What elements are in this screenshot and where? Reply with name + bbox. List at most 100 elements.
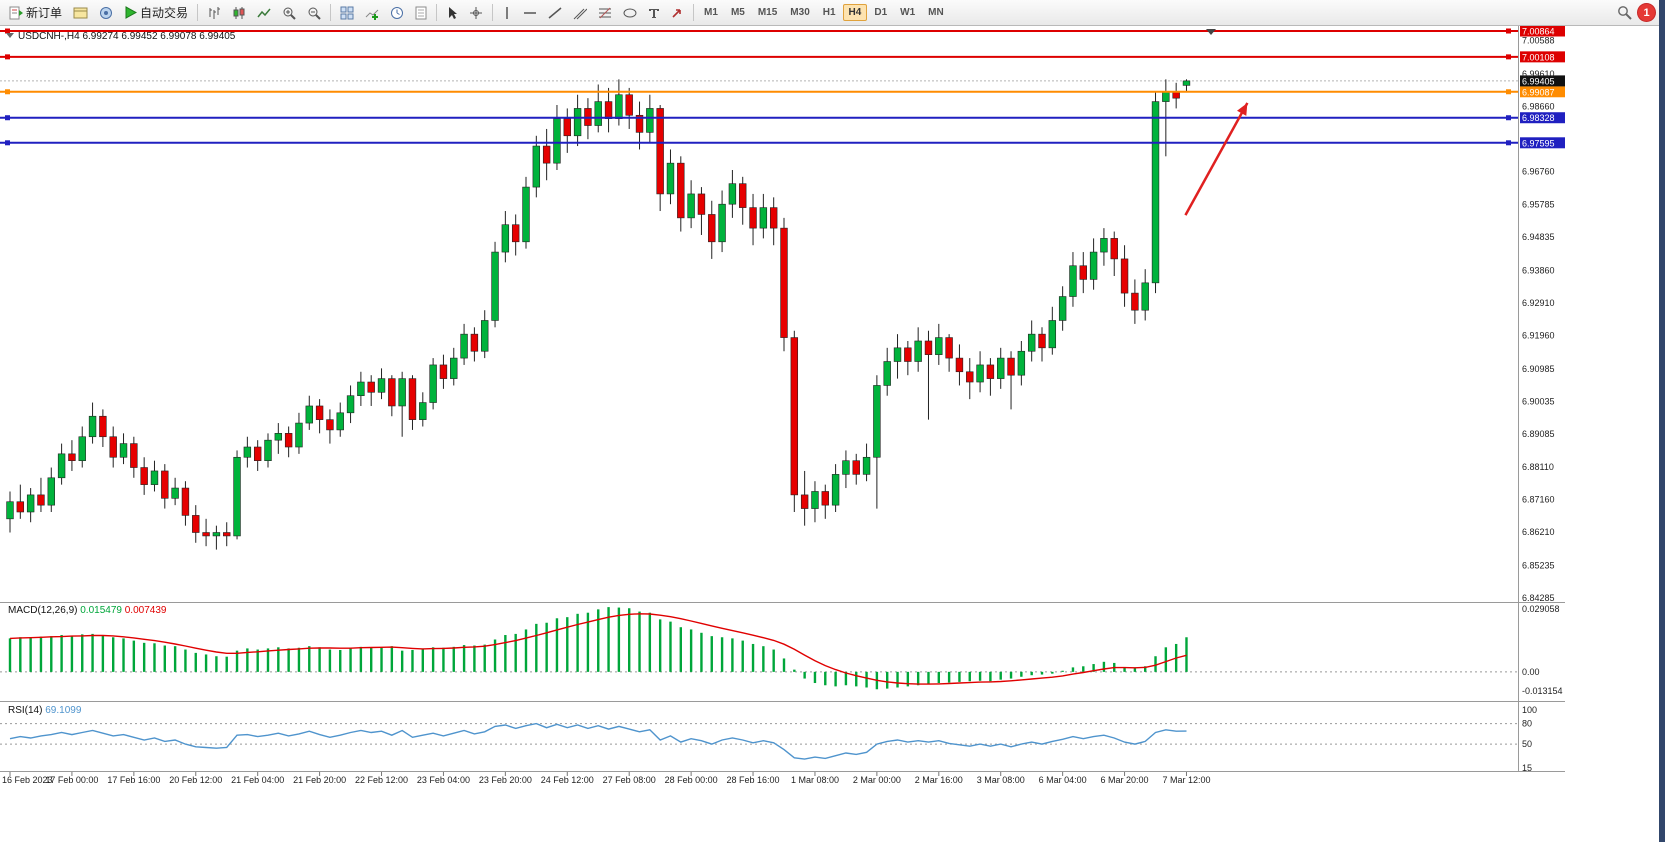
line-handle[interactable]: [1506, 28, 1511, 34]
autotrade-button[interactable]: 自动交易: [119, 1, 193, 24]
notification-badge[interactable]: 1: [1638, 4, 1655, 21]
svg-text:17 Feb 00:00: 17 Feb 00:00: [45, 775, 98, 785]
tile-windows-button[interactable]: [335, 1, 359, 24]
trendline-tool-button[interactable]: [543, 1, 567, 24]
horizontal-line-object[interactable]: 7.00864: [0, 25, 1565, 37]
candles-layer: [6, 79, 1191, 550]
cursor-button[interactable]: [441, 1, 463, 24]
svg-text:3 Mar 08:00: 3 Mar 08:00: [977, 775, 1025, 785]
line-handle[interactable]: [5, 89, 10, 95]
line-handle[interactable]: [1506, 54, 1511, 60]
zoom-in-button[interactable]: [277, 1, 301, 24]
macd-histogram-bar: [60, 635, 63, 672]
new-order-button[interactable]: 新订单: [4, 1, 67, 24]
trend-arrow[interactable]: [1184, 102, 1249, 216]
text-tool-button[interactable]: [643, 1, 665, 24]
horizontal-line-object[interactable]: 6.97595: [0, 137, 1565, 149]
tf-w1[interactable]: W1: [900, 7, 916, 18]
templates-button[interactable]: [410, 1, 432, 24]
svg-text:7.00588: 7.00588: [1522, 35, 1555, 45]
chart-shift-marker[interactable]: [1206, 29, 1216, 35]
price-scale[interactable]: 7.00588 6.99610 6.98660 6.96760 6.95785 6.948…: [1522, 35, 1563, 773]
horizontal-line-object[interactable]: 6.99087: [0, 86, 1565, 98]
svg-text:7.00108: 7.00108: [1522, 52, 1555, 62]
svg-text:6.85235: 6.85235: [1522, 561, 1555, 571]
candle-chart-type-button[interactable]: [227, 1, 251, 24]
macd-histogram-bar: [318, 647, 321, 672]
macd-histogram-bar: [411, 649, 414, 672]
horizontal-line-object[interactable]: 6.98328: [0, 112, 1565, 124]
line-handle[interactable]: [5, 115, 10, 121]
macd-histogram-bar: [1020, 671, 1023, 677]
zoom-out-button[interactable]: [302, 1, 326, 24]
line-handle[interactable]: [5, 54, 10, 60]
line-handle[interactable]: [5, 28, 10, 34]
crosshair-button[interactable]: [464, 1, 488, 24]
navigator-button[interactable]: [94, 1, 118, 24]
tf-m15[interactable]: M15: [757, 7, 778, 18]
macd-histogram-bar: [215, 656, 218, 672]
line-handle[interactable]: [1506, 89, 1511, 95]
macd-histogram-bar: [50, 636, 53, 672]
macd-histogram-bar: [689, 629, 693, 672]
macd-histogram-bar: [638, 611, 641, 672]
svg-text:21 Feb 04:00: 21 Feb 04:00: [231, 775, 284, 785]
autotrade-play-icon: [125, 6, 138, 19]
macd-histogram-bar: [359, 646, 363, 672]
svg-text:6.86210: 6.86210: [1522, 527, 1555, 537]
svg-text:28 Feb 00:00: 28 Feb 00:00: [665, 775, 718, 785]
channel-icon: [573, 8, 588, 19]
tf-h4[interactable]: H4: [842, 4, 868, 21]
macd-histogram-bar: [937, 671, 940, 684]
channel-tool-button[interactable]: [568, 1, 592, 24]
macd-histogram-bar: [1071, 667, 1075, 672]
line-handle[interactable]: [1506, 115, 1511, 121]
one-click-trading-toggle[interactable]: [6, 33, 14, 38]
vline-tool-button[interactable]: [497, 1, 517, 24]
tf-m5[interactable]: M5: [730, 7, 745, 18]
tf-m30[interactable]: M30: [790, 7, 810, 18]
macd-histogram-bar: [782, 658, 786, 672]
new-order-label: 新订单: [26, 6, 63, 20]
svg-text:6.98328: 6.98328: [1522, 113, 1555, 123]
macd-histogram-bar: [658, 619, 662, 672]
arrow-head: [1237, 102, 1248, 116]
line-handle[interactable]: [1506, 140, 1511, 146]
line-price-label: [1520, 112, 1565, 124]
trendline-icon: [548, 6, 562, 19]
arrows-tool-button[interactable]: [666, 1, 689, 24]
macd-histogram-bar: [8, 638, 12, 672]
macd-histogram-bar: [462, 645, 466, 672]
macd-histogram-bar: [256, 649, 259, 672]
line-handle[interactable]: [5, 140, 10, 146]
shapes-tool-button[interactable]: [618, 1, 642, 24]
macd-histogram-bar: [194, 652, 197, 672]
macd-histogram-bar: [586, 612, 590, 672]
macd-histogram-bar: [328, 649, 332, 672]
indicators-button[interactable]: [360, 1, 384, 24]
svg-text:-0.013154: -0.013154: [1522, 686, 1563, 696]
search-button[interactable]: [1612, 1, 1637, 24]
toolbar-separator: [330, 4, 332, 21]
candlestick-icon: [233, 6, 245, 19]
terminal-button[interactable]: [68, 1, 93, 24]
svg-text:22 Feb 12:00: 22 Feb 12:00: [355, 775, 408, 785]
svg-text:2 Mar 16:00: 2 Mar 16:00: [915, 775, 963, 785]
bar-chart-type-button[interactable]: [202, 1, 226, 24]
line-chart-type-button[interactable]: [252, 1, 276, 24]
indicators-plus-icon: [365, 9, 379, 20]
tf-mn[interactable]: MN: [928, 7, 944, 18]
autotrade-label: 自动交易: [140, 6, 189, 20]
rsi-label: RSI(14) 69.1099: [8, 705, 82, 716]
rsi-pane: [0, 722, 1518, 760]
periods-button[interactable]: [385, 1, 409, 24]
horizontal-line-object[interactable]: 7.00108: [0, 51, 1565, 63]
tf-d1[interactable]: D1: [874, 7, 888, 18]
tf-h1[interactable]: H1: [822, 7, 836, 18]
hline-tool-button[interactable]: [518, 1, 542, 24]
line-price-label: [1520, 51, 1565, 63]
fibonacci-tool-button[interactable]: [593, 1, 617, 24]
tf-m1[interactable]: M1: [704, 7, 718, 18]
